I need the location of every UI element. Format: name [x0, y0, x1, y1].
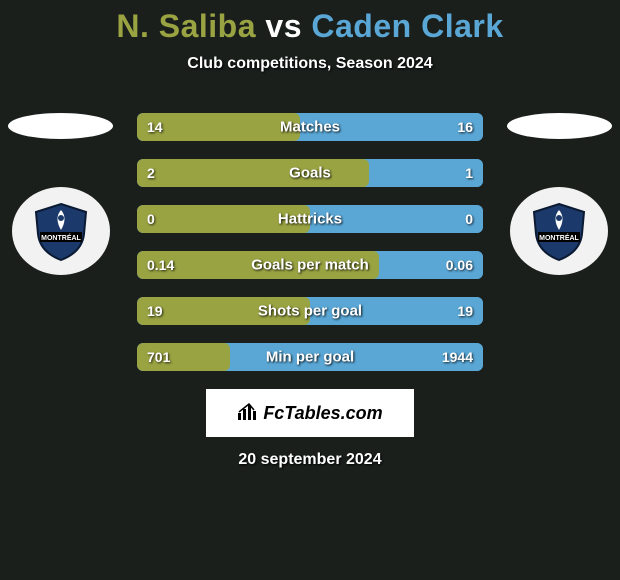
stat-label: Goals per match — [251, 257, 369, 274]
branding-badge: FcTables.com — [206, 389, 414, 437]
stat-row: 2 1 Goals — [137, 159, 483, 187]
svg-text:MONTRÉAL: MONTRÉAL — [41, 233, 81, 242]
stat-label: Min per goal — [266, 349, 354, 366]
stat-label: Matches — [280, 119, 340, 136]
player2-name: Caden Clark — [311, 8, 503, 44]
date-label: 20 september 2024 — [0, 451, 620, 469]
stat-row: 701 1944 Min per goal — [137, 343, 483, 371]
branding-text: FcTables.com — [263, 403, 382, 424]
stat-value-right: 0 — [465, 211, 473, 227]
stat-row: 0.14 0.06 Goals per match — [137, 251, 483, 279]
page-title: N. Saliba vs Caden Clark — [0, 0, 620, 45]
comparison-infographic: N. Saliba vs Caden Clark Club competitio… — [0, 0, 620, 580]
stat-row: 14 16 Matches — [137, 113, 483, 141]
stat-value-left: 701 — [147, 349, 170, 365]
stat-row: 19 19 Shots per goal — [137, 297, 483, 325]
club-logo-right: MONTRÉAL — [510, 187, 608, 275]
flag-left — [8, 113, 113, 139]
stat-value-right: 0.06 — [446, 257, 473, 273]
stat-rows: 14 16 Matches 2 1 Goals 0 0 Hattricks 0.14 0.06 Goa… — [137, 113, 483, 371]
stat-value-right: 1 — [465, 165, 473, 181]
montreal-shield-icon: MONTRÉAL — [528, 200, 590, 262]
flag-right — [507, 113, 612, 139]
bar-chart-icon — [237, 403, 259, 424]
stat-value-right: 16 — [457, 119, 473, 135]
stat-value-left: 2 — [147, 165, 155, 181]
svg-text:MONTRÉAL: MONTRÉAL — [539, 233, 579, 242]
stat-label: Shots per goal — [258, 303, 362, 320]
club-logo-left: MONTRÉAL — [12, 187, 110, 275]
bar-left — [137, 159, 369, 187]
vs-label: vs — [265, 8, 302, 44]
stat-value-left: 0.14 — [147, 257, 174, 273]
stat-label: Hattricks — [278, 211, 342, 228]
subtitle: Club competitions, Season 2024 — [0, 55, 620, 73]
montreal-shield-icon: MONTRÉAL — [30, 200, 92, 262]
stat-value-left: 19 — [147, 303, 163, 319]
player1-name: N. Saliba — [116, 8, 256, 44]
stat-row: 0 0 Hattricks — [137, 205, 483, 233]
stat-label: Goals — [289, 165, 331, 182]
stat-value-left: 0 — [147, 211, 155, 227]
stat-value-right: 1944 — [442, 349, 473, 365]
stat-value-right: 19 — [457, 303, 473, 319]
stats-area: MONTRÉAL MONTRÉAL 14 16 Matches 2 1 Goals 0 0 Ha… — [0, 113, 620, 371]
stat-value-left: 14 — [147, 119, 163, 135]
